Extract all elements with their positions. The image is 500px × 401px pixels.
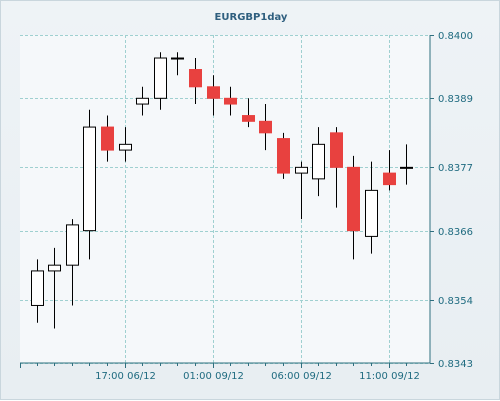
x-tick-label: 06:00 09/12 bbox=[271, 371, 332, 382]
x-tick-label: 01:00 09/12 bbox=[183, 371, 244, 382]
candle-body-down bbox=[383, 172, 396, 186]
y-tick-label: 0.8389 bbox=[438, 94, 473, 105]
candle-body-up bbox=[365, 189, 378, 237]
y-tick-label: 0.8377 bbox=[438, 163, 473, 174]
candle-body-up bbox=[66, 224, 79, 266]
candle-body-down bbox=[277, 138, 290, 174]
candle-body-up bbox=[48, 264, 61, 272]
candle-body-up bbox=[31, 270, 44, 306]
candle-body-up bbox=[119, 143, 132, 151]
candle-body-down bbox=[189, 69, 202, 88]
chart-title: EURGBP1day bbox=[214, 12, 288, 23]
candle-body-up bbox=[83, 126, 96, 232]
candle-body-up bbox=[400, 166, 413, 169]
y-tick-label: 0.8354 bbox=[438, 296, 473, 307]
candle-body-up bbox=[154, 57, 167, 99]
tick-labels: 0.8400 0.8389 0.8377 0.8366 0.8354 0.8343 17:0… bbox=[20, 31, 473, 382]
candle-body-up bbox=[171, 57, 184, 60]
y-tick-label: 0.8366 bbox=[438, 227, 473, 238]
x-tick-label: 17:00 06/12 bbox=[95, 371, 156, 382]
candle-body-down bbox=[330, 132, 343, 168]
candle-body-down bbox=[259, 120, 272, 134]
axes bbox=[20, 35, 431, 364]
candle-body-up bbox=[136, 97, 149, 105]
x-tick-label: 11:00 09/12 bbox=[359, 371, 420, 382]
candle-body-down bbox=[224, 97, 237, 105]
candle-body-down bbox=[242, 115, 255, 122]
candle-body-down bbox=[101, 126, 114, 151]
y-tick-label: 0.8400 bbox=[438, 31, 473, 42]
candle-body-down bbox=[347, 166, 360, 232]
candle-body-down bbox=[207, 86, 220, 99]
candle-body-up bbox=[295, 166, 308, 174]
y-tick-label: 0.8343 bbox=[438, 359, 473, 370]
candles bbox=[31, 52, 413, 329]
candle-body-up bbox=[312, 143, 325, 180]
